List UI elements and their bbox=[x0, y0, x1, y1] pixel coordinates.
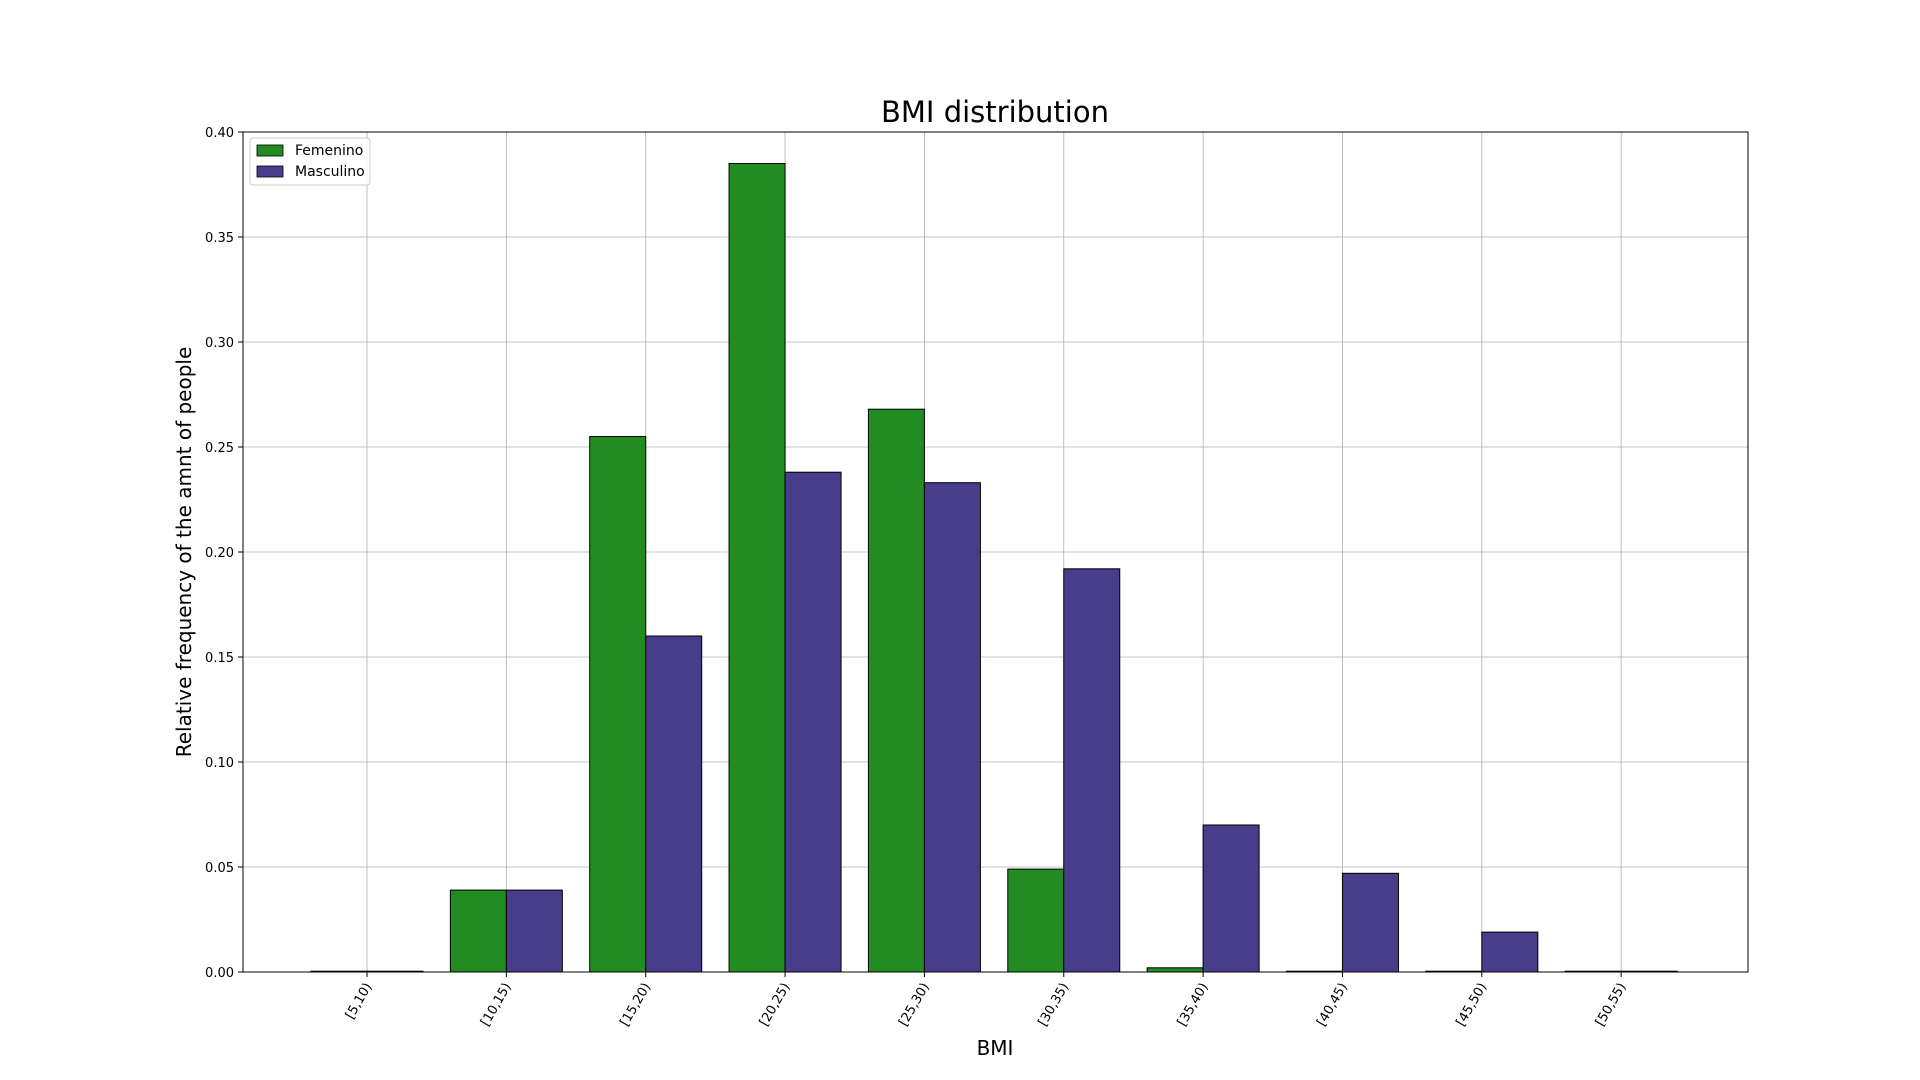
bar-masculino bbox=[784, 471, 842, 973]
y-axis-ticks: 0.00 0.05 0.10 0.15 0.20 0.25 0.30 0.35 0.40 bbox=[205, 126, 243, 981]
y-tick-label: 0.25 bbox=[205, 441, 234, 456]
bar-femenino bbox=[589, 436, 647, 973]
bars bbox=[310, 163, 1678, 973]
bar-femenino bbox=[728, 163, 786, 973]
y-tick-label: 0.00 bbox=[205, 966, 234, 981]
y-tick-label: 0.40 bbox=[205, 126, 234, 141]
bar-masculino bbox=[1481, 931, 1539, 973]
bar-masculino bbox=[923, 482, 981, 973]
bar-masculino bbox=[1202, 824, 1260, 973]
bar-masculino bbox=[1063, 568, 1121, 973]
y-tick-label: 0.20 bbox=[205, 546, 234, 561]
y-tick-label: 0.10 bbox=[205, 756, 234, 771]
bar-masculino bbox=[645, 635, 703, 973]
y-tick-label: 0.05 bbox=[205, 861, 234, 876]
legend-swatch-masculino bbox=[256, 165, 284, 178]
legend: Femenino Masculino bbox=[249, 137, 371, 186]
legend-swatch-femenino bbox=[256, 144, 284, 157]
y-axis-label: Relative frequency of the amnt of people bbox=[172, 347, 196, 758]
y-tick-label: 0.35 bbox=[205, 231, 234, 246]
x-axis-label: BMI bbox=[977, 1036, 1014, 1060]
bar-femenino bbox=[867, 408, 925, 973]
bar-femenino bbox=[449, 889, 507, 973]
bar-masculino bbox=[505, 889, 563, 973]
y-tick-label: 0.15 bbox=[205, 651, 234, 666]
bar-femenino bbox=[1007, 868, 1065, 973]
chart-title: BMI distribution bbox=[881, 95, 1109, 129]
y-tick-label: 0.30 bbox=[205, 336, 234, 351]
legend-label-femenino: Femenino bbox=[295, 143, 363, 159]
bar-masculino bbox=[1341, 872, 1399, 973]
bar-femenino bbox=[1146, 967, 1204, 973]
legend-label-masculino: Masculino bbox=[295, 164, 365, 180]
